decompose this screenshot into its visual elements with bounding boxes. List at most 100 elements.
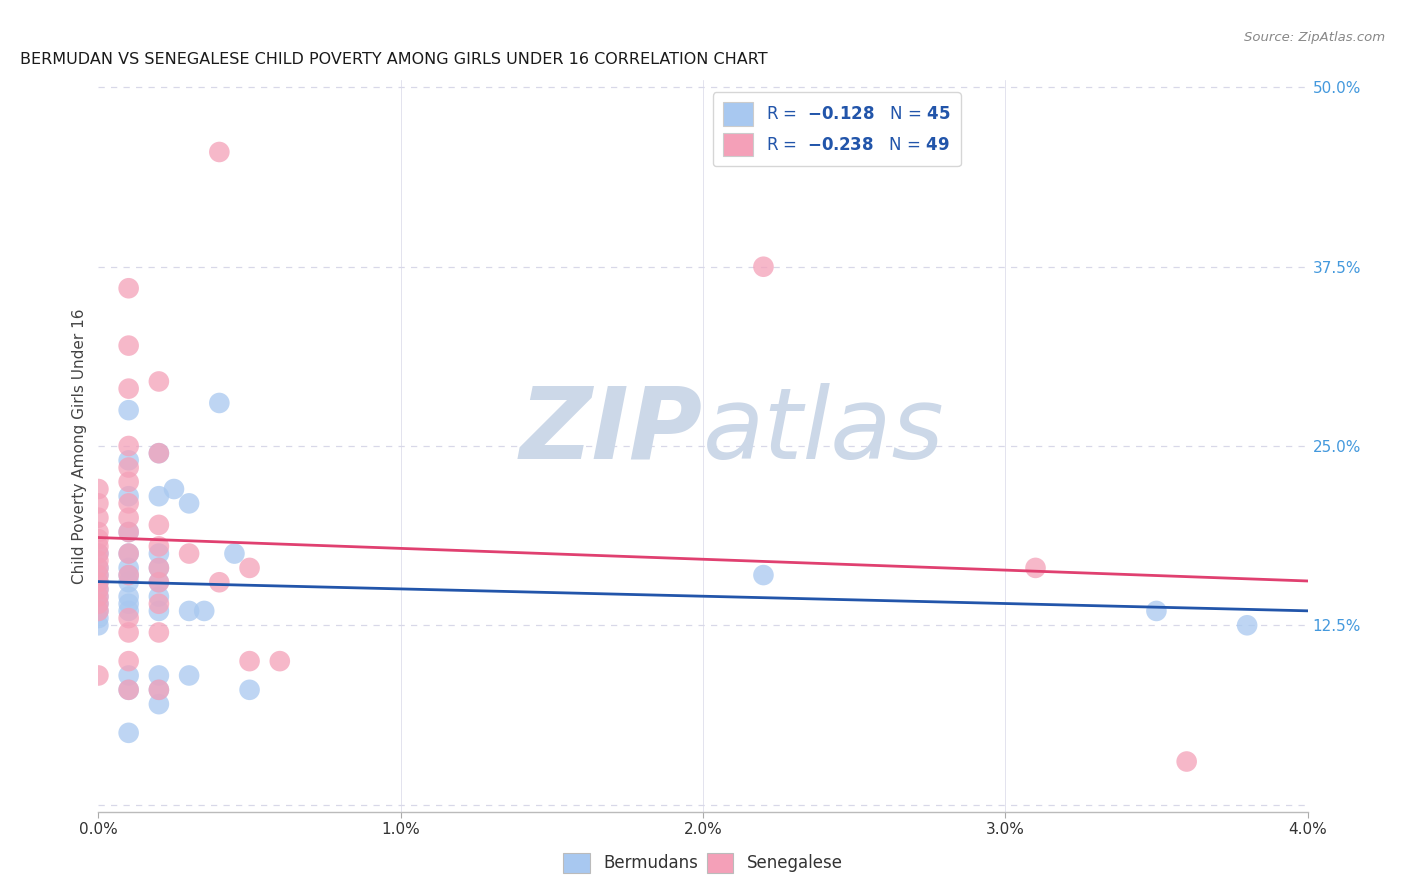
- Point: [118, 590, 141, 604]
- Point: [87, 547, 110, 561]
- Y-axis label: Child Poverty Among Girls Under 16: Child Poverty Among Girls Under 16: [72, 309, 87, 583]
- Point: [148, 540, 170, 554]
- Point: [87, 611, 110, 625]
- Point: [87, 568, 110, 582]
- Point: [118, 682, 141, 697]
- Point: [1236, 618, 1258, 632]
- Point: [239, 682, 262, 697]
- Point: [118, 524, 141, 539]
- Point: [118, 568, 141, 582]
- Point: [118, 682, 141, 697]
- Text: BERMUDAN VS SENEGALESE CHILD POVERTY AMONG GIRLS UNDER 16 CORRELATION CHART: BERMUDAN VS SENEGALESE CHILD POVERTY AMO…: [20, 52, 768, 67]
- Point: [118, 453, 141, 467]
- Point: [148, 561, 170, 575]
- Point: [208, 396, 231, 410]
- Text: atlas: atlas: [703, 383, 945, 480]
- Point: [118, 489, 141, 503]
- Point: [1146, 604, 1168, 618]
- Point: [118, 611, 141, 625]
- Point: [87, 510, 110, 524]
- Point: [118, 403, 141, 417]
- Point: [148, 375, 170, 389]
- Point: [752, 568, 775, 582]
- Point: [148, 575, 170, 590]
- Point: [118, 460, 141, 475]
- Point: [148, 547, 170, 561]
- Point: [1175, 755, 1198, 769]
- Point: [87, 604, 110, 618]
- Point: [87, 582, 110, 597]
- Point: [118, 547, 141, 561]
- Point: [148, 697, 170, 711]
- Point: [208, 145, 231, 159]
- Point: [148, 625, 170, 640]
- Point: [87, 597, 110, 611]
- Point: [1025, 561, 1047, 575]
- Point: [87, 547, 110, 561]
- Point: [179, 496, 201, 510]
- Point: [118, 575, 141, 590]
- Point: [269, 654, 291, 668]
- Point: [87, 496, 110, 510]
- Point: [118, 668, 141, 682]
- Point: [118, 338, 141, 352]
- Point: [87, 482, 110, 496]
- Point: [148, 668, 170, 682]
- Point: [118, 561, 141, 575]
- Point: [118, 524, 141, 539]
- Point: [148, 590, 170, 604]
- Point: [87, 524, 110, 539]
- Point: [118, 597, 141, 611]
- Point: [87, 582, 110, 597]
- Text: ZIP: ZIP: [520, 383, 703, 480]
- Point: [87, 540, 110, 554]
- Point: [87, 604, 110, 618]
- Point: [118, 604, 141, 618]
- Point: [87, 575, 110, 590]
- Point: [179, 668, 201, 682]
- Point: [87, 554, 110, 568]
- Point: [87, 561, 110, 575]
- Point: [87, 590, 110, 604]
- Point: [148, 517, 170, 532]
- Legend: R =  $\mathbf{-0.128}$   N = $\mathbf{45}$, R =  $\mathbf{-0.238}$   N = $\mathb: R = $\mathbf{-0.128}$ N = $\mathbf{45}$,…: [713, 92, 960, 166]
- Point: [118, 568, 141, 582]
- Point: [148, 682, 170, 697]
- Point: [239, 654, 262, 668]
- Point: [148, 604, 170, 618]
- Point: [179, 604, 201, 618]
- Point: [193, 604, 215, 618]
- Point: [118, 726, 141, 740]
- Point: [87, 568, 110, 582]
- Point: [148, 489, 170, 503]
- Point: [118, 382, 141, 396]
- Point: [118, 547, 141, 561]
- Point: [87, 618, 110, 632]
- Point: [118, 475, 141, 489]
- Point: [87, 668, 110, 682]
- Point: [87, 597, 110, 611]
- Point: [239, 561, 262, 575]
- Point: [87, 561, 110, 575]
- Point: [148, 682, 170, 697]
- Point: [118, 496, 141, 510]
- Point: [148, 446, 170, 460]
- Point: [118, 281, 141, 295]
- Point: [224, 547, 246, 561]
- Point: [87, 533, 110, 547]
- Point: [118, 654, 141, 668]
- Point: [752, 260, 775, 274]
- Point: [148, 597, 170, 611]
- Point: [118, 510, 141, 524]
- Point: [179, 547, 201, 561]
- Point: [87, 590, 110, 604]
- Point: [163, 482, 186, 496]
- Point: [118, 625, 141, 640]
- Point: [208, 575, 231, 590]
- Legend: Bermudans, Senegalese: Bermudans, Senegalese: [557, 847, 849, 880]
- Point: [148, 561, 170, 575]
- Point: [87, 575, 110, 590]
- Point: [118, 439, 141, 453]
- Text: Source: ZipAtlas.com: Source: ZipAtlas.com: [1244, 31, 1385, 45]
- Point: [148, 446, 170, 460]
